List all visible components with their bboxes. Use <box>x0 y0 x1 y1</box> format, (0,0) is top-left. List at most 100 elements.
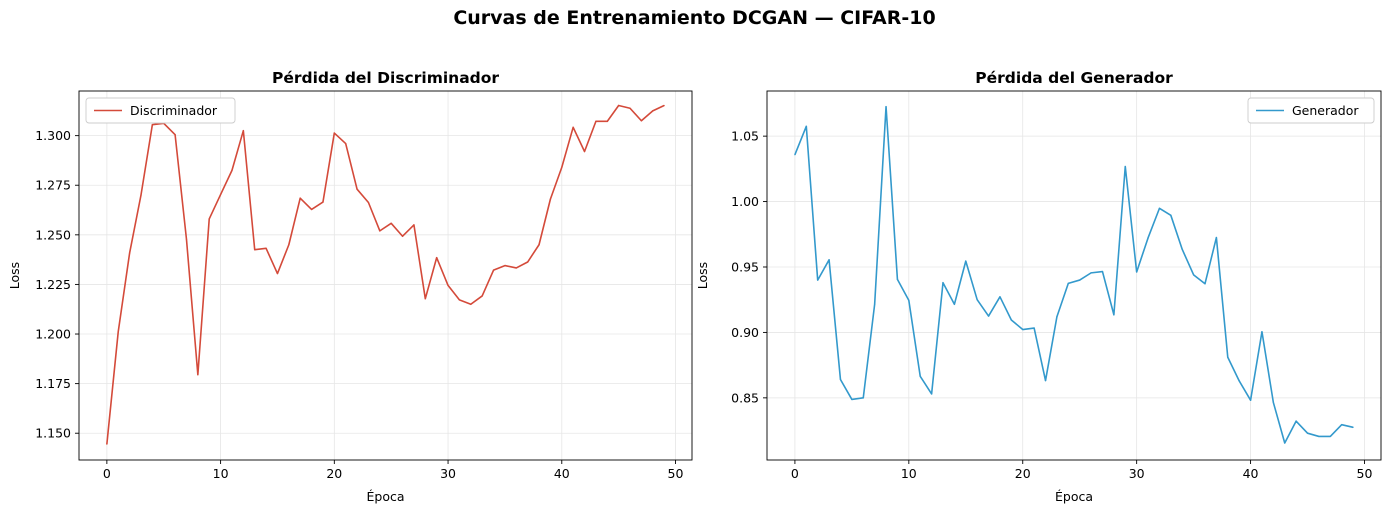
data-point <box>1249 399 1252 401</box>
data-point <box>1272 401 1274 404</box>
data-point <box>851 398 853 401</box>
data-point <box>1067 282 1069 284</box>
data-point <box>629 107 631 109</box>
data-point <box>1227 356 1229 358</box>
data-point <box>1352 426 1354 428</box>
data-point <box>1044 379 1047 382</box>
data-point <box>1329 435 1331 438</box>
data-point <box>424 298 426 300</box>
plot-frame <box>78 90 693 461</box>
data-point <box>470 303 472 305</box>
x-tick-label: 0 <box>103 466 111 481</box>
y-tick-label: 1.225 <box>35 277 71 292</box>
data-point <box>1181 248 1183 250</box>
data-point <box>151 124 153 126</box>
data-point <box>390 222 392 224</box>
data-point <box>436 257 438 259</box>
data-point <box>356 188 358 190</box>
x-tick-label: 30 <box>440 466 456 481</box>
data-point <box>208 218 210 220</box>
data-point <box>447 284 449 287</box>
data-point <box>1090 272 1092 274</box>
data-point <box>987 315 990 317</box>
data-point <box>367 201 370 204</box>
x-tick-label: 40 <box>1243 466 1259 481</box>
data-point <box>885 106 887 108</box>
data-point <box>805 125 807 127</box>
data-point <box>185 238 188 240</box>
data-point <box>549 198 552 200</box>
data-point <box>276 272 279 275</box>
y-tick-label: 0.85 <box>731 390 759 405</box>
data-point <box>965 260 967 262</box>
data-point <box>379 230 381 232</box>
data-point <box>942 282 944 284</box>
data-point <box>322 201 324 203</box>
x-tick-label: 30 <box>1129 466 1145 481</box>
x-axis-label: Época <box>366 489 404 504</box>
data-point <box>1261 331 1263 333</box>
data-point <box>640 120 642 122</box>
y-tick-label: 0.90 <box>731 325 759 340</box>
legend-label: Discriminador <box>130 103 218 118</box>
data-point <box>288 244 290 246</box>
data-point <box>976 299 978 301</box>
y-tick-label: 1.200 <box>35 327 71 342</box>
data-point <box>174 134 176 136</box>
data-point <box>652 110 654 112</box>
data-point <box>839 378 842 381</box>
data-point <box>1101 270 1104 273</box>
data-point <box>527 261 529 263</box>
data-point <box>231 169 233 171</box>
data-point <box>618 104 620 107</box>
y-tick-label: 0.95 <box>731 259 759 274</box>
data-point <box>595 120 597 122</box>
data-point <box>515 267 517 269</box>
x-axis-label: Época <box>1055 489 1093 504</box>
data-point <box>129 252 131 254</box>
x-tick-label: 0 <box>791 466 799 481</box>
data-point <box>1193 274 1195 276</box>
data-point <box>1341 424 1343 426</box>
y-tick-label: 1.275 <box>35 178 71 193</box>
data-point <box>874 303 876 305</box>
y-tick-label: 1.300 <box>35 128 71 143</box>
y-tick-label: 1.150 <box>35 426 71 441</box>
data-point <box>219 193 222 196</box>
data-point <box>561 166 563 168</box>
data-point <box>862 397 864 399</box>
data-point <box>1136 271 1138 273</box>
data-point <box>1284 442 1286 444</box>
figure-suptitle: Curvas de Entrenamiento DCGAN — CIFAR-10 <box>453 7 936 29</box>
series-line <box>106 104 665 445</box>
data-point <box>817 279 819 281</box>
data-point <box>1033 327 1035 329</box>
data-point <box>117 331 119 333</box>
chart-title: Pérdida del Discriminador <box>272 69 499 87</box>
x-tick-label: 40 <box>554 466 570 481</box>
data-point <box>1022 328 1024 331</box>
data-point <box>197 374 199 376</box>
data-point <box>919 375 921 377</box>
data-point <box>606 120 608 122</box>
y-axis-label: Loss <box>7 262 22 289</box>
data-point <box>931 393 933 395</box>
data-point <box>538 244 540 246</box>
data-point <box>896 278 899 281</box>
x-tick-label: 50 <box>1357 466 1373 481</box>
data-point <box>999 296 1001 298</box>
data-point <box>1295 420 1297 422</box>
data-point <box>242 130 244 132</box>
x-tick-label: 50 <box>668 466 684 481</box>
data-point <box>413 224 415 226</box>
data-point <box>458 299 461 301</box>
data-point <box>106 443 108 445</box>
legend-box <box>85 97 236 124</box>
data-point <box>583 150 586 153</box>
data-point <box>1147 237 1149 239</box>
data-point <box>1158 207 1161 209</box>
data-point <box>1215 236 1217 239</box>
data-point <box>254 249 256 251</box>
data-point <box>1318 435 1320 438</box>
x-tick-label: 20 <box>1015 466 1031 481</box>
